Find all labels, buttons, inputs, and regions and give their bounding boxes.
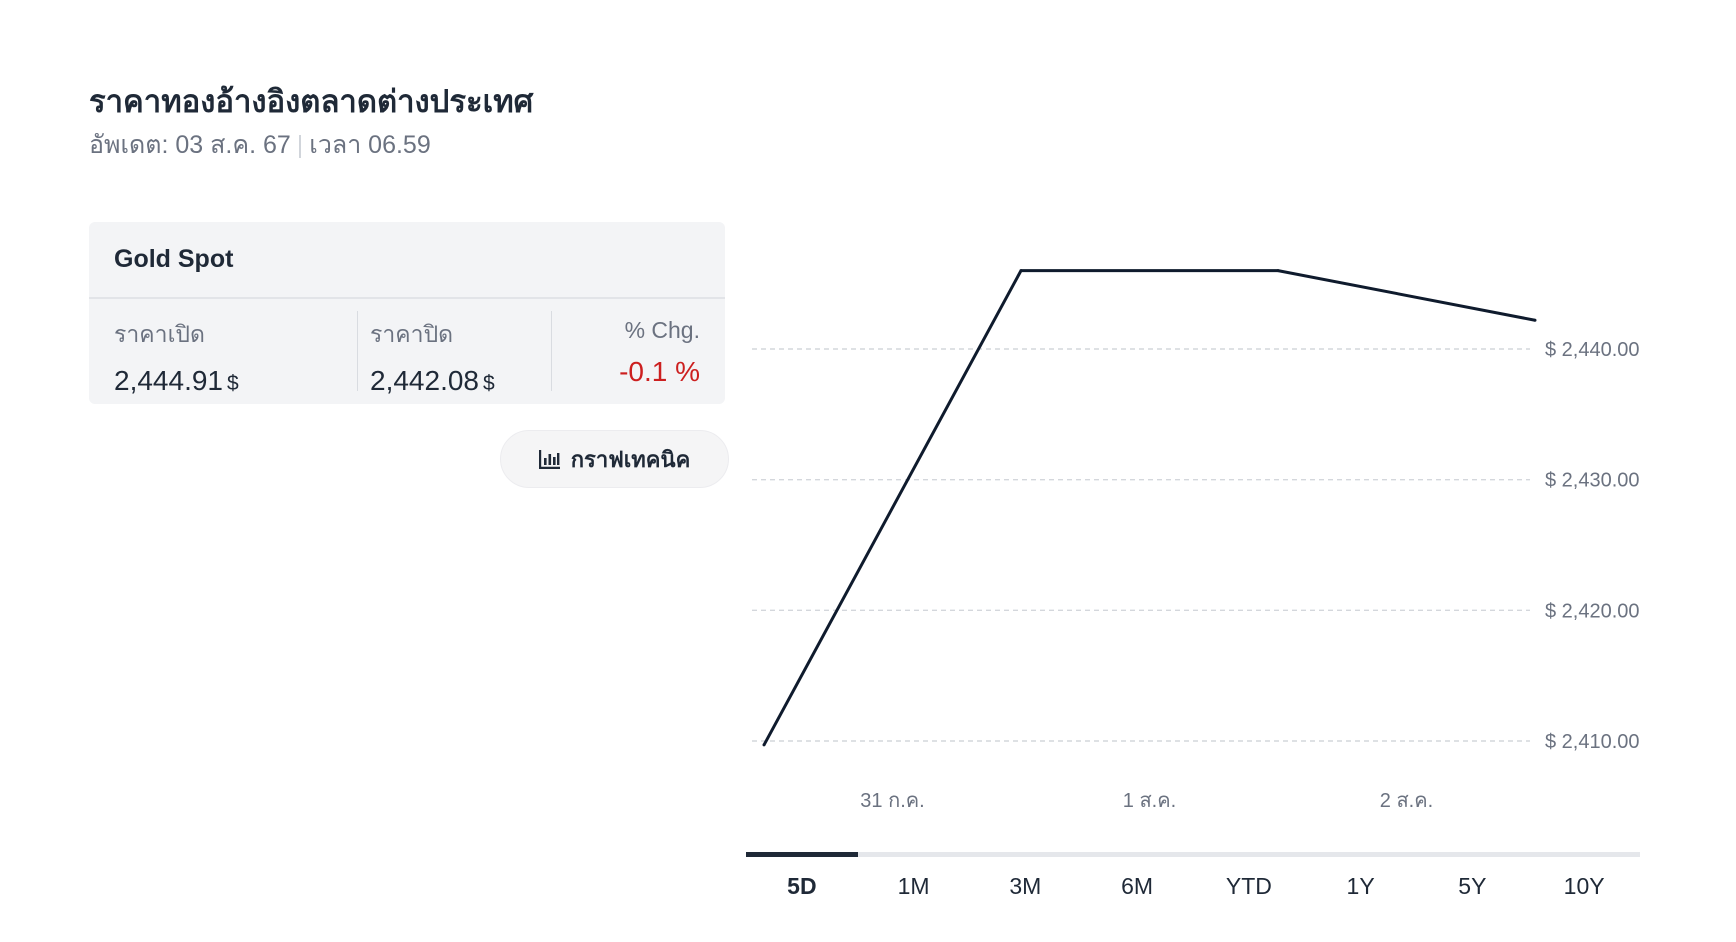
change-stat: % Chg. -0.1 %	[619, 317, 700, 388]
close-price-currency: $	[483, 372, 495, 395]
y-tick-label: $ 2,410.00	[1545, 731, 1640, 753]
update-timestamp: อัพเดต: 03 ส.ค. 67 | เวลา 06.59	[89, 125, 431, 165]
card-title: Gold Spot	[114, 245, 234, 273]
update-time: เวลา 06.59	[309, 131, 431, 159]
open-price-currency: $	[227, 372, 239, 395]
technical-chart-label: กราฟเทคนิค	[570, 446, 691, 472]
range-tab-5y[interactable]: 5Y	[1458, 873, 1487, 899]
range-tab-5d[interactable]: 5D	[746, 852, 858, 912]
x-tick-label: 1 ส.ค.	[1123, 790, 1176, 812]
x-tick-layer: 31 ก.ค. 1 ส.ค. 2 ส.ค.	[860, 790, 1433, 812]
data-point	[1276, 269, 1280, 273]
range-tabs: 5D 1M 3M 6M YTD 1Y 5Y 10Y	[746, 852, 1640, 912]
x-tick-label: 2 ส.ค.	[1380, 790, 1433, 812]
open-price-label: ราคาเปิด	[114, 321, 205, 347]
bar-chart-icon	[538, 450, 560, 469]
gold-spot-card: Gold Spot ราคาเปิด 2,444.91 $ ราคาปิด 2,4…	[89, 222, 725, 404]
card-body: ราคาเปิด 2,444.91 $ ราคาปิด 2,442.08 $ % C…	[89, 299, 725, 402]
open-price-value: 2,444.91 $	[114, 365, 239, 397]
open-price-stat: ราคาเปิด 2,444.91 $	[114, 317, 239, 397]
close-price-stat: ราคาปิด 2,442.08 $	[370, 317, 495, 397]
stat-divider	[551, 311, 552, 391]
range-tab-3m[interactable]: 3M	[1009, 873, 1042, 899]
update-date: อัพเดต: 03 ส.ค. 67	[89, 131, 291, 159]
x-tick-label: 31 ก.ค.	[860, 790, 924, 812]
price-line-series-0	[762, 269, 1536, 746]
technical-chart-button[interactable]: กราฟเทคนิค	[500, 430, 729, 488]
range-tab-10y[interactable]: 10Y	[1563, 873, 1605, 899]
y-tick-label: $ 2,420.00	[1545, 600, 1640, 622]
close-price-value: 2,442.08 $	[370, 365, 495, 397]
open-price-number: 2,444.91	[114, 365, 223, 396]
close-price-number: 2,442.08	[370, 365, 479, 396]
separator: |	[296, 131, 304, 159]
grid-layer	[752, 348, 1530, 742]
data-point	[1533, 318, 1537, 322]
change-value: -0.1 %	[619, 356, 700, 387]
range-tab-ytd[interactable]: YTD	[1225, 873, 1272, 899]
stat-divider	[357, 311, 358, 391]
y-tick-label: $ 2,430.00	[1545, 470, 1640, 492]
line-layer	[762, 269, 1537, 747]
close-price-label: ราคาปิด	[370, 321, 454, 347]
y-tick-layer: $ 2,410.00 $ 2,420.00 $ 2,430.00 $ 2,440.00	[1545, 339, 1640, 753]
y-tick-label: $ 2,440.00	[1545, 339, 1640, 361]
range-tab-1m[interactable]: 1M	[897, 873, 930, 899]
range-tab-6m[interactable]: 6M	[1121, 873, 1154, 899]
change-label: % Chg.	[624, 317, 700, 343]
range-tab-1y[interactable]: 1Y	[1346, 873, 1375, 899]
data-point	[1019, 269, 1023, 273]
card-header: Gold Spot	[89, 222, 725, 299]
data-point	[762, 743, 766, 747]
page-title: ราคาทองอ้างอิงตลาดต่างประเทศ	[89, 84, 534, 119]
